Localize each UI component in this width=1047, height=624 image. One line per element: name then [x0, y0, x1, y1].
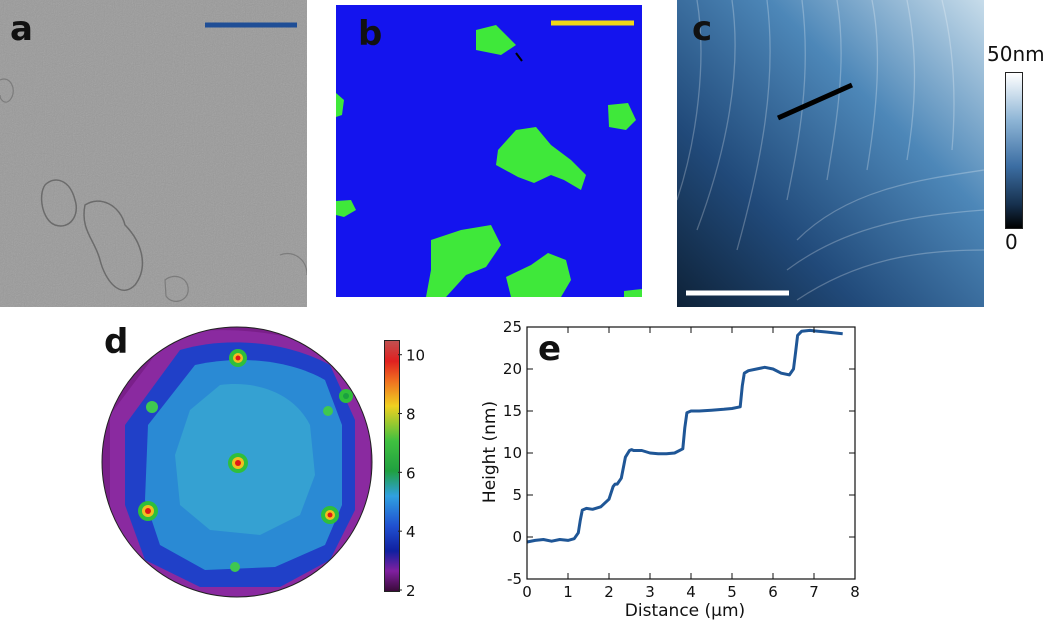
panel-label-a: a	[10, 9, 33, 49]
colorbar-d-tick-label: 4	[406, 523, 416, 541]
y-tick-label: 10	[503, 444, 522, 462]
panel-b: b	[336, 5, 642, 297]
y-tick-label: 20	[503, 360, 522, 378]
colorbar-d-tick-label: 10	[406, 347, 425, 365]
x-tick-label: 8	[850, 583, 860, 601]
x-tick-label: 7	[809, 583, 819, 601]
y-tick-label: 15	[503, 402, 522, 420]
x-tick-label: 4	[686, 583, 696, 601]
tem-image	[0, 0, 308, 307]
panel-label-c: c	[692, 9, 713, 49]
panel-d: d	[100, 325, 380, 605]
colorbar-d-axis: 10 8 6 4 2	[398, 347, 425, 598]
tem-feature	[0, 78, 14, 103]
phase-map	[336, 5, 642, 297]
panel-e: 0 1 2 3 4 5 6 7 8 -5 0 5 10 15 20 25 Distance (µm) Heig…	[470, 318, 1047, 621]
colorbar-d: 10 8 6 4 2	[382, 338, 442, 598]
colorbar-c-min-label: 0	[1005, 230, 1018, 254]
colorbar-c: 50nm 0	[985, 42, 1047, 254]
y-axis-label: Height (nm)	[480, 401, 500, 503]
tem-feature	[279, 253, 308, 276]
profile-line	[776, 82, 854, 121]
colorbar-c-max-label: 50nm	[987, 42, 1045, 66]
x-tick-label: 1	[563, 583, 573, 601]
y-tick-label: 5	[512, 486, 522, 504]
colorbar-c-gradient	[1005, 72, 1023, 229]
phase-islands	[336, 25, 642, 297]
x-tick-label: 2	[604, 583, 614, 601]
x-tick-label: 3	[645, 583, 655, 601]
pole-peaks	[138, 349, 353, 572]
panel-label-e: e	[538, 329, 562, 369]
colorbar-d-tick-label: 2	[406, 582, 416, 598]
panel-a: a	[0, 0, 308, 307]
panel-c: c	[676, 0, 985, 307]
panel-label-d: d	[104, 322, 129, 362]
colorbar-d-gradient	[384, 340, 400, 592]
tem-feature	[83, 200, 144, 291]
cursor-mark	[515, 52, 523, 62]
tem-feature	[40, 179, 77, 227]
afm-background	[677, 0, 984, 307]
x-tick-label: 5	[727, 583, 737, 601]
pole-figure	[101, 326, 373, 598]
pole-outline	[101, 326, 373, 598]
y-tick-label: -5	[507, 570, 522, 588]
height-profile-line	[526, 328, 843, 544]
colorbar-d-tick-label: 8	[406, 406, 416, 424]
plot-frame	[526, 326, 856, 580]
x-tick-label: 0	[522, 583, 532, 601]
colorbar-d-tick-label: 6	[406, 464, 416, 482]
panel-label-b: b	[358, 14, 383, 54]
y-tick-label: 0	[512, 528, 522, 546]
afm-image	[676, 0, 985, 307]
x-axis-label: Distance (µm)	[625, 601, 745, 620]
tem-feature	[164, 275, 189, 302]
x-tick-label: 6	[768, 583, 778, 601]
y-tick-label: 25	[503, 320, 522, 336]
plot-area	[526, 328, 843, 544]
